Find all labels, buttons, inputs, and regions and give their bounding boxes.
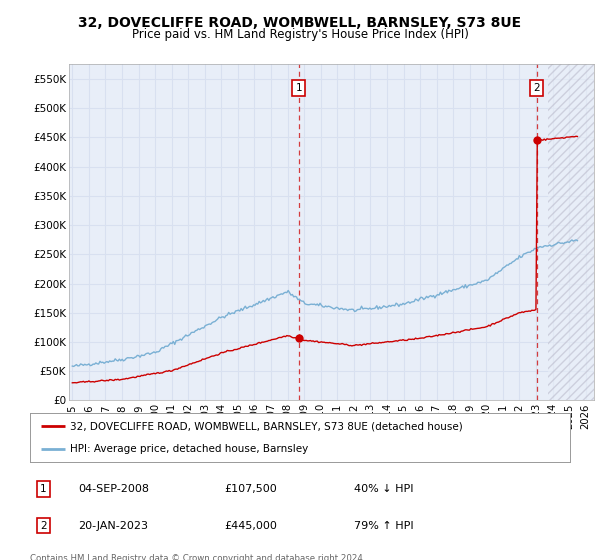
Bar: [548, 64, 594, 400]
Text: 32, DOVECLIFFE ROAD, WOMBWELL, BARNSLEY, S73 8UE (detached house): 32, DOVECLIFFE ROAD, WOMBWELL, BARNSLEY,…: [71, 421, 463, 431]
Text: 2: 2: [533, 83, 540, 93]
Text: HPI: Average price, detached house, Barnsley: HPI: Average price, detached house, Barn…: [71, 444, 309, 454]
Text: Contains HM Land Registry data © Crown copyright and database right 2024.
This d: Contains HM Land Registry data © Crown c…: [30, 554, 365, 560]
Text: £107,500: £107,500: [224, 484, 277, 494]
Text: £445,000: £445,000: [224, 521, 277, 530]
Text: 2: 2: [40, 521, 47, 530]
Text: 04-SEP-2008: 04-SEP-2008: [79, 484, 149, 494]
Text: 40% ↓ HPI: 40% ↓ HPI: [354, 484, 413, 494]
Text: 1: 1: [296, 83, 302, 93]
Text: Price paid vs. HM Land Registry's House Price Index (HPI): Price paid vs. HM Land Registry's House …: [131, 28, 469, 41]
Text: 32, DOVECLIFFE ROAD, WOMBWELL, BARNSLEY, S73 8UE: 32, DOVECLIFFE ROAD, WOMBWELL, BARNSLEY,…: [79, 16, 521, 30]
Text: 79% ↑ HPI: 79% ↑ HPI: [354, 521, 413, 530]
Text: 1: 1: [40, 484, 47, 494]
Text: 20-JAN-2023: 20-JAN-2023: [79, 521, 149, 530]
